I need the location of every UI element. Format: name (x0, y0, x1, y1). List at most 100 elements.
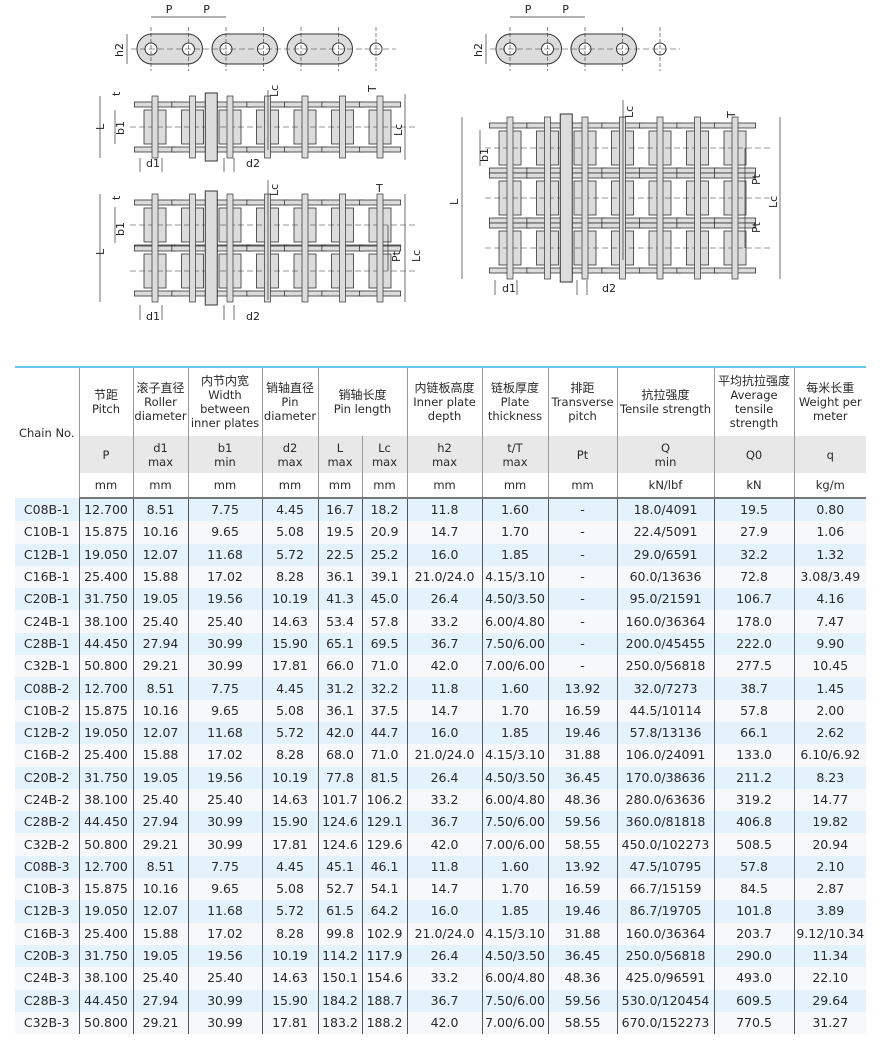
value-cell: 37.5 (361, 699, 408, 722)
value-cell: 15.88 (132, 744, 188, 767)
value-cell: 36.45 (547, 766, 618, 789)
value-cell: 5.08 (261, 878, 318, 901)
chain-no-cell: C12B-3 (15, 900, 79, 923)
value-cell: 22.5 (317, 543, 362, 566)
value-cell: 66.1 (713, 721, 795, 745)
value-cell: 124.6 (317, 811, 362, 834)
dimension-label: T (725, 111, 738, 119)
value-cell: 102.9 (361, 922, 408, 945)
value-cell: 12.700 (78, 498, 133, 522)
value-cell: 8.28 (261, 565, 318, 589)
header-unit: mm (361, 473, 408, 499)
value-cell: 280.0/63636 (616, 788, 715, 812)
value-cell: 15.875 (78, 878, 133, 901)
value-cell: 4.15/3.10 (481, 922, 549, 945)
value-cell: 19.46 (547, 900, 618, 923)
value-cell: 7.50/6.00 (481, 989, 549, 1012)
value-cell: 9.65 (187, 878, 262, 901)
value-cell: 86.7/19705 (616, 900, 715, 923)
value-cell: 11.8 (406, 855, 483, 879)
dimension-label: Pt (750, 173, 763, 185)
value-cell: 38.100 (78, 967, 133, 990)
header-col: 内链板高度 Inner plate depth (406, 366, 483, 436)
header-en: Roller diameter (134, 395, 187, 423)
chain-no-cell: C20B-3 (15, 944, 79, 968)
value-cell: 11.68 (187, 721, 262, 745)
dimension-label: Lc (767, 196, 780, 208)
value-cell: 15.875 (78, 699, 133, 722)
value-cell: 114.2 (317, 944, 362, 968)
value-cell: 12.700 (78, 677, 133, 700)
value-cell: 8.51 (132, 855, 188, 879)
header-zh: 销轴直径 (265, 381, 314, 395)
value-cell: 16.0 (406, 900, 483, 923)
value-cell: 29.21 (132, 833, 188, 856)
symbol: Q0 (745, 447, 763, 462)
symbol: Pt (576, 447, 589, 462)
value-cell: 7.00/6.00 (481, 833, 549, 856)
value-cell: 1.85 (481, 900, 549, 923)
dimension-label: Lc (268, 184, 281, 196)
value-cell: 4.15/3.10 (481, 565, 549, 589)
value-cell: 150.1 (317, 967, 362, 990)
dimension-label: d2 (246, 157, 260, 170)
header-en: Pin length (333, 402, 392, 416)
value-cell: 117.9 (361, 944, 408, 968)
header-en: Width between inner plates (190, 388, 260, 430)
value-cell: 10.16 (132, 699, 188, 722)
header-en: Tensile strength (620, 402, 711, 416)
header-en: Pitch (92, 402, 120, 416)
value-cell: 508.5 (713, 833, 795, 856)
table-row: C16B-3 25.400 15.88 17.02 8.28 99.8 102.9 21.0/… (15, 922, 867, 945)
value-cell: 42.0 (406, 655, 483, 678)
value-cell: 12.07 (132, 900, 188, 923)
value-cell: 50.800 (78, 1011, 133, 1035)
value-cell: 14.63 (261, 967, 318, 990)
value-cell: 360.0/81818 (616, 811, 715, 834)
value-cell: 0.80 (793, 498, 867, 522)
value-cell: 33.2 (406, 610, 483, 633)
value-cell: - (547, 610, 618, 633)
header-zh: 滚子直径 (136, 381, 185, 395)
value-cell: 53.4 (317, 610, 362, 633)
value-cell: 8.51 (132, 677, 188, 700)
value-cell: 31.88 (547, 922, 618, 945)
table-row: C24B-2 38.100 25.40 25.40 14.63 101.7 106.2 33.… (15, 788, 867, 812)
value-cell: 32.0/7273 (616, 677, 715, 700)
value-cell: 77.8 (317, 766, 362, 789)
dimension-label: d1 (502, 282, 516, 295)
chain-no-cell: C16B-3 (15, 922, 79, 945)
value-cell: 25.40 (132, 967, 188, 990)
value-cell: 44.450 (78, 811, 133, 834)
header-symbol: t/T max (481, 436, 549, 473)
value-cell: 26.4 (406, 944, 483, 968)
dimension-label: T (375, 182, 383, 195)
value-cell: 19.05 (132, 766, 188, 789)
value-cell: - (547, 632, 618, 656)
value-cell: 58.55 (547, 833, 618, 856)
value-cell: 184.2 (317, 989, 362, 1012)
header-symbol: Q0 (713, 436, 795, 473)
value-cell: 200.0/45455 (616, 632, 715, 656)
value-cell: 38.7 (713, 677, 795, 700)
value-cell: 57.8/13136 (616, 721, 715, 745)
value-cell: 36.7 (406, 811, 483, 834)
chain-no-cell: C32B-3 (15, 1011, 79, 1035)
value-cell: 770.5 (713, 1011, 795, 1035)
value-cell: 1.45 (793, 677, 867, 700)
value-cell: 15.88 (132, 922, 188, 945)
table-row: C28B-2 44.450 27.94 30.99 15.90 124.6 129.1 36.… (15, 811, 867, 834)
value-cell: 133.0 (713, 744, 795, 767)
value-cell: 21.0/24.0 (406, 565, 483, 589)
value-cell: 66.7/15159 (616, 878, 715, 901)
dimension-label: Lc (268, 85, 281, 97)
value-cell: 5.72 (261, 543, 318, 566)
value-cell: 5.72 (261, 721, 318, 745)
chain-no-cell: C24B-3 (15, 967, 79, 990)
value-cell: 25.40 (187, 967, 262, 990)
header-symbol: Lc max (361, 436, 408, 473)
dimension-label: d2 (602, 282, 616, 295)
value-cell: 6.00/4.80 (481, 788, 549, 812)
value-cell: 30.99 (187, 833, 262, 856)
value-cell: 1.60 (481, 677, 549, 700)
